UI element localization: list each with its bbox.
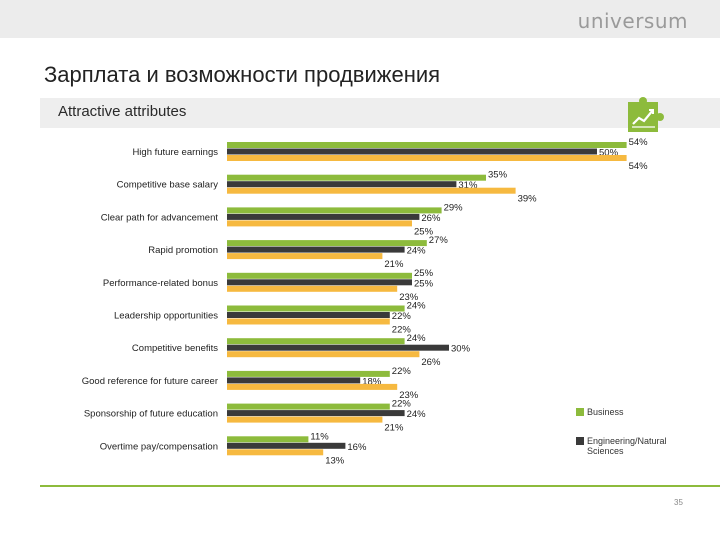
value-label-series-0-item-9: 11% <box>310 431 329 442</box>
legend-swatch-engineering <box>576 437 584 445</box>
legend-label-business: Business <box>587 407 624 417</box>
value-label-series-1-item-7: 18% <box>362 376 382 387</box>
bar-series-2-item-8 <box>227 416 383 423</box>
bar-series-1-item-2 <box>227 213 420 220</box>
value-label-series-2-item-6: 26% <box>421 357 441 368</box>
page-number: 35 <box>674 498 683 507</box>
value-label-series-2-item-8: 21% <box>384 423 404 434</box>
bar-series-1-item-6 <box>227 344 449 351</box>
category-label: Clear path for advancement <box>101 212 219 223</box>
bar-series-2-item-4 <box>227 285 398 292</box>
value-label-series-2-item-0: 54% <box>629 161 649 172</box>
bar-series-1-item-5 <box>227 312 390 318</box>
bar-series-2-item-3 <box>227 253 383 260</box>
value-label-series-1-item-0: 50% <box>599 148 619 159</box>
bar-series-0-item-8 <box>227 403 390 410</box>
bar-chart: High future earnings Competitive base sal… <box>82 137 649 466</box>
bar-series-2-item-7 <box>227 383 398 390</box>
bar-series-0-item-2 <box>227 207 442 214</box>
bar-series-2-item-1 <box>227 187 516 194</box>
bar-series-0-item-9 <box>227 436 309 443</box>
category-label: Rapid promotion <box>148 245 218 256</box>
value-label-series-1-item-5: 22% <box>392 311 412 322</box>
value-label-series-1-item-8: 24% <box>407 409 427 420</box>
brand-logo: universum <box>577 9 688 33</box>
value-label-series-2-item-3: 21% <box>384 259 404 270</box>
value-label-series-2-item-1: 39% <box>518 194 538 205</box>
bar-series-1-item-0 <box>227 148 597 155</box>
value-label-series-1-item-6: 30% <box>451 344 471 355</box>
bar-series-2-item-6 <box>227 351 420 358</box>
bar-series-0-item-3 <box>227 240 427 247</box>
bar-series-2-item-2 <box>227 220 412 227</box>
category-label: Competitive base salary <box>117 180 219 191</box>
category-label: High future earnings <box>132 147 218 158</box>
value-label-series-2-item-5: 22% <box>392 325 412 336</box>
bar-series-2-item-5 <box>227 318 390 325</box>
subtitle: Attractive attributes <box>58 103 187 120</box>
bar-series-2-item-9 <box>227 449 324 456</box>
bar-series-1-item-9 <box>227 442 346 449</box>
legend-label-engineering: Engineering/Natural Sciences <box>587 436 667 456</box>
value-label-series-0-item-7: 22% <box>392 366 412 377</box>
bar-series-1-item-1 <box>227 181 457 188</box>
value-label-series-0-item-3: 27% <box>429 235 449 246</box>
value-label-series-0-item-1: 35% <box>488 170 508 181</box>
value-label-series-1-item-3: 24% <box>407 246 427 257</box>
bar-series-0-item-6 <box>227 338 405 345</box>
value-label-series-0-item-0: 54% <box>629 137 649 148</box>
value-label-series-1-item-1: 31% <box>458 180 478 191</box>
value-label-series-0-item-4: 25% <box>414 268 434 279</box>
value-label-series-1-item-9: 16% <box>347 442 367 453</box>
subtitle-bar: Attractive attributes <box>40 98 720 128</box>
category-label: Competitive benefits <box>132 343 218 354</box>
legend-item-engineering: Engineering/Natural Sciences <box>576 436 686 456</box>
puzzle-chart-icon <box>628 97 664 132</box>
bar-series-0-item-0 <box>227 142 627 148</box>
page-title: Зарплата и возможности продвижения <box>44 62 441 87</box>
value-label-series-1-item-2: 26% <box>421 213 441 224</box>
bar-series-1-item-8 <box>227 410 405 417</box>
legend-swatch-business <box>576 408 584 416</box>
category-label: Good reference for future career <box>82 376 218 387</box>
bar-series-1-item-4 <box>227 279 412 286</box>
value-label-series-2-item-7: 23% <box>399 390 419 401</box>
value-label-series-0-item-5: 24% <box>407 301 427 312</box>
category-label: Overtime pay/compensation <box>100 441 218 452</box>
value-label-series-0-item-2: 29% <box>444 202 464 213</box>
bar-series-0-item-7 <box>227 370 390 377</box>
value-label-series-2-item-4: 23% <box>399 292 419 303</box>
value-label-series-0-item-6: 24% <box>407 333 427 344</box>
value-label-series-2-item-2: 25% <box>414 226 434 237</box>
category-label: Sponsorship of future education <box>84 409 218 420</box>
category-label: Performance-related bonus <box>103 278 218 289</box>
bar-series-1-item-3 <box>227 246 405 253</box>
bottom-divider <box>40 485 720 487</box>
value-label-series-1-item-4: 25% <box>414 278 434 289</box>
category-label: Leadership opportunities <box>114 311 218 322</box>
legend-item-business: Business <box>576 407 624 417</box>
bar-series-0-item-4 <box>227 272 412 279</box>
bar-series-0-item-1 <box>227 174 486 181</box>
bar-series-2-item-0 <box>227 155 627 161</box>
value-label-series-0-item-8: 22% <box>392 399 412 410</box>
bar-series-1-item-7 <box>227 377 361 384</box>
top-bar: universum <box>0 0 720 38</box>
value-label-series-2-item-9: 13% <box>325 455 345 466</box>
bar-series-0-item-5 <box>227 305 405 312</box>
